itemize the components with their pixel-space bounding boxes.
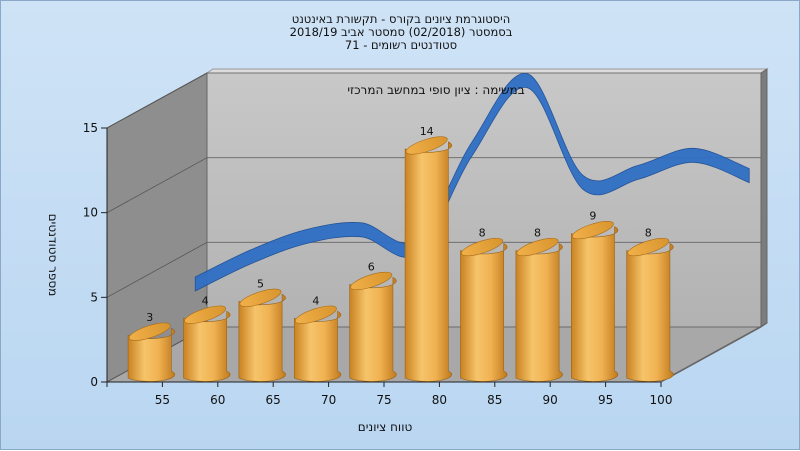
xtick-label-95: 95: [598, 393, 613, 407]
bar-body-80: [404, 141, 452, 382]
bar-95: [570, 221, 619, 382]
bar-label-70: 4: [312, 294, 319, 307]
gridline-side-15: [106, 72, 208, 129]
bar-60: [183, 305, 231, 382]
bar-body-95: [570, 226, 619, 382]
chart-title-line-3: סטודנטים רשומים - 71: [344, 38, 458, 52]
xtick-label-100: 100: [650, 393, 673, 407]
bar-85: [460, 237, 508, 382]
x-axis-title: טווח ציונים: [358, 420, 413, 434]
bar-label-65: 5: [257, 277, 264, 290]
bar-90: [515, 237, 563, 382]
bar-top-75: [350, 271, 393, 290]
bar-top-60: [184, 305, 227, 324]
back-wall-top-edge: [205, 68, 769, 74]
bar-70: [293, 305, 342, 382]
bar-body-55: [127, 327, 175, 382]
gridline-side-10: [106, 157, 208, 214]
bar-body-90: [515, 243, 563, 382]
xtick-label-80: 80: [432, 393, 447, 407]
bar-label-100: 8: [645, 227, 652, 240]
xtick-label-85: 85: [487, 393, 502, 407]
xtick-label-65: 65: [266, 393, 281, 407]
bar-body-75: [349, 276, 397, 382]
back-wall-right-edge: [760, 68, 768, 328]
chart-title-line-1: היסטוגרמת ציונים בקורס - תקשורת באינטנט: [291, 12, 511, 26]
xtick-label-60: 60: [210, 393, 225, 407]
bar-body-65: [238, 293, 286, 382]
bar-top-55: [128, 322, 171, 341]
bar-top-85: [461, 237, 504, 257]
bar-top-90: [516, 237, 559, 257]
xtick-label-90: 90: [543, 393, 558, 407]
ytick-label-0: 0: [90, 375, 98, 389]
xtick-label-55: 55: [155, 393, 170, 407]
gridline-side-5: [106, 241, 208, 298]
bar-body-70: [293, 310, 342, 382]
ytick-label-10: 10: [83, 206, 98, 220]
y-axis-title: מספר סטודנטים: [46, 214, 60, 297]
bar-body-100: [626, 243, 674, 382]
distribution-curve: [194, 73, 750, 292]
bar-body-85: [460, 243, 508, 382]
bar-label-60: 4: [202, 294, 209, 307]
chart-title-line-2: בסמסטר (02/2018) סמסטר אביב 2018/19: [289, 25, 513, 39]
bar-label-80: 14: [420, 125, 434, 138]
bar-65: [238, 288, 286, 382]
bar-label-95: 9: [589, 210, 596, 223]
ytick-label-5: 5: [90, 290, 98, 304]
bar-top-65: [239, 288, 282, 307]
bar-75: [349, 271, 397, 382]
bar-55: [127, 322, 175, 382]
bar-body-60: [183, 310, 231, 382]
bar-label-55: 3: [146, 311, 153, 324]
bar-top-70: [294, 305, 337, 324]
bar-top-100: [627, 237, 670, 257]
bar-label-75: 6: [368, 260, 375, 273]
chart-subtitle: במשימה : ציון סופי במחשב המרכזי: [347, 83, 524, 97]
bar-label-85: 8: [479, 227, 486, 240]
xtick-label-75: 75: [376, 393, 391, 407]
bar-100: [626, 237, 674, 382]
bar-label-90: 8: [534, 227, 541, 240]
ytick-label-15: 15: [83, 121, 98, 135]
xtick-label-70: 70: [321, 393, 336, 407]
bar-80: [404, 136, 452, 382]
bar-top-95: [571, 221, 614, 240]
bar-top-80: [405, 136, 448, 155]
